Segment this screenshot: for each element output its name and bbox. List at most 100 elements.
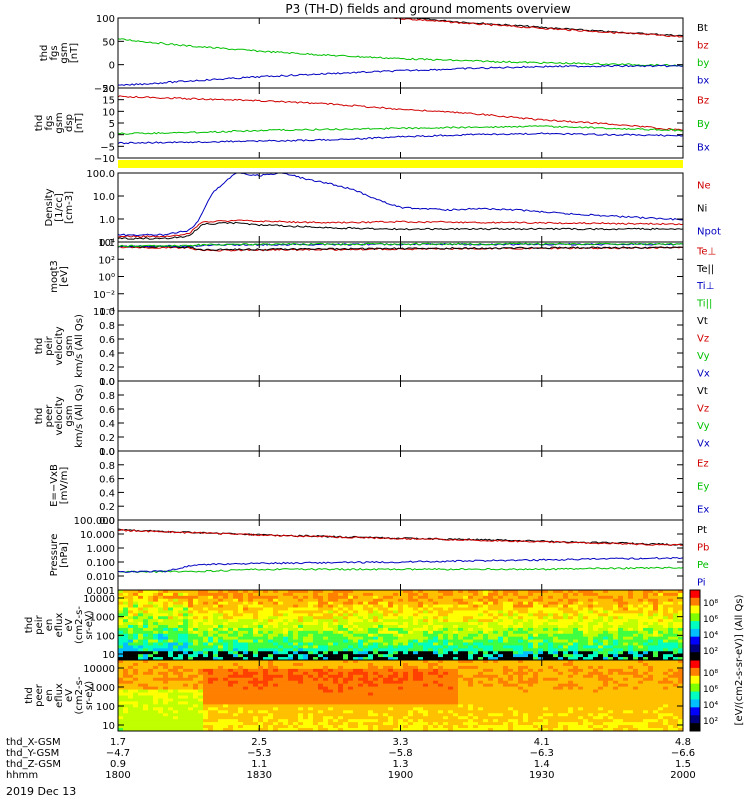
spectrogram-cell bbox=[183, 607, 189, 611]
spectrogram-cell bbox=[353, 707, 359, 711]
spectrogram-cell bbox=[168, 701, 174, 705]
spectrogram-cell bbox=[298, 648, 304, 652]
spectrogram-cell bbox=[193, 713, 199, 717]
spectrogram-cell bbox=[228, 716, 234, 720]
spectrogram-cell bbox=[238, 698, 244, 702]
spectrogram-cell bbox=[448, 686, 454, 690]
spectrogram-cell bbox=[233, 604, 239, 608]
spectrogram-cell bbox=[458, 701, 464, 705]
spectrogram-cell bbox=[428, 689, 434, 693]
spectrogram-cell bbox=[173, 668, 179, 673]
spectrogram-cell bbox=[178, 671, 184, 676]
spectrogram-cell bbox=[383, 610, 389, 614]
spectrogram-cell bbox=[438, 642, 444, 646]
spectrogram-cell bbox=[638, 616, 644, 620]
spectrogram-cell bbox=[558, 622, 564, 626]
spectrogram-cell bbox=[463, 645, 469, 649]
spectrogram-cell bbox=[303, 674, 309, 679]
spectrogram-cell bbox=[668, 595, 674, 600]
spectrogram-cell bbox=[513, 695, 519, 699]
spectrogram-cell bbox=[133, 613, 139, 617]
spectrogram-cell bbox=[218, 630, 224, 635]
spectrogram-cell bbox=[388, 707, 394, 711]
spectrogram-cell bbox=[658, 592, 664, 597]
spectrogram-cell bbox=[188, 698, 194, 702]
spectrogram-cell bbox=[263, 642, 269, 646]
spectrogram-cell bbox=[208, 710, 214, 714]
spectrogram-cell bbox=[278, 707, 284, 711]
spectrogram-cell bbox=[253, 704, 259, 708]
spectrogram-cell bbox=[448, 613, 454, 617]
spectrogram-cell bbox=[443, 725, 449, 729]
spectrogram-cell bbox=[488, 710, 494, 714]
spectrogram-cell bbox=[453, 636, 459, 640]
spectrogram-cell bbox=[478, 633, 484, 637]
spectrogram-cell bbox=[363, 595, 369, 600]
spectrogram-cell bbox=[498, 642, 504, 646]
y-axis-label-line: velocity bbox=[54, 396, 65, 435]
spectrogram-cell bbox=[588, 595, 594, 600]
spectrogram-cell bbox=[323, 636, 329, 640]
spectrogram-cell bbox=[218, 680, 224, 684]
spectrogram-cell bbox=[638, 610, 644, 614]
spectrogram-cell bbox=[133, 665, 139, 670]
spectrogram-cell bbox=[363, 625, 369, 629]
spectrogram-cell bbox=[623, 645, 629, 649]
spectrogram-cell bbox=[473, 648, 479, 652]
spectrogram-cell bbox=[433, 607, 439, 611]
spectrogram-cell bbox=[358, 616, 364, 620]
spectrogram-cell bbox=[213, 613, 219, 617]
spectrogram-cell bbox=[523, 622, 529, 626]
spectrogram-cell bbox=[283, 627, 289, 632]
spectrogram-cell bbox=[478, 660, 484, 664]
spectrogram-cell bbox=[668, 627, 674, 632]
spectrogram-cell bbox=[178, 619, 184, 623]
spectrogram-cell bbox=[543, 601, 549, 605]
spectrogram-cell bbox=[343, 707, 349, 711]
spectrogram-cell bbox=[408, 625, 414, 629]
spectrogram-cell bbox=[423, 692, 429, 696]
spectrogram-cell bbox=[323, 689, 329, 693]
spectrogram-cell bbox=[573, 645, 579, 649]
spectrogram-cell bbox=[203, 660, 209, 664]
spectrogram-cell bbox=[273, 595, 279, 600]
spectrogram-cell bbox=[358, 710, 364, 714]
spectrogram-cell bbox=[203, 722, 209, 726]
spectrogram-cell bbox=[273, 692, 279, 696]
spectrogram-cell bbox=[503, 686, 509, 690]
spectrogram-cell bbox=[478, 668, 484, 673]
spectrogram-cell bbox=[293, 616, 299, 620]
spectrogram-cell bbox=[483, 598, 489, 602]
spectrogram-cell bbox=[513, 657, 519, 661]
spectrogram-cell bbox=[323, 713, 329, 717]
spectrogram-cell bbox=[138, 674, 144, 679]
spectrogram-cell bbox=[458, 704, 464, 708]
spectrogram-cell bbox=[188, 665, 194, 670]
spectrogram-cell bbox=[243, 595, 249, 600]
spectrogram-cell bbox=[318, 692, 324, 696]
spectrogram-cell bbox=[473, 598, 479, 602]
spectrogram-cell bbox=[608, 654, 614, 658]
spectrogram-cell bbox=[608, 604, 614, 608]
spectrogram-cell bbox=[463, 683, 469, 687]
spectrogram-cell bbox=[313, 710, 319, 714]
spectrogram-cell bbox=[663, 627, 669, 632]
spectrogram-cell bbox=[443, 683, 449, 687]
spectrogram-cell bbox=[528, 630, 534, 635]
spectrogram-cell bbox=[273, 657, 279, 661]
spectrogram-cell bbox=[188, 604, 194, 608]
spectrogram-cell bbox=[488, 704, 494, 708]
spectrogram-cell bbox=[403, 651, 409, 655]
spectrogram-cell bbox=[318, 716, 324, 720]
spectrogram-cell bbox=[578, 601, 584, 605]
spectrogram-cell bbox=[358, 630, 364, 635]
spectrogram-cell bbox=[598, 645, 604, 649]
spectrogram-cell bbox=[138, 639, 144, 643]
spectrogram-cell bbox=[473, 668, 479, 673]
spectrogram-cell bbox=[543, 654, 549, 658]
spectrogram-cell bbox=[618, 601, 624, 605]
spectrogram-cell bbox=[368, 707, 374, 711]
spectrogram-cell bbox=[413, 683, 419, 687]
spectrogram-cell bbox=[663, 630, 669, 635]
spectrogram-cell bbox=[533, 642, 539, 646]
